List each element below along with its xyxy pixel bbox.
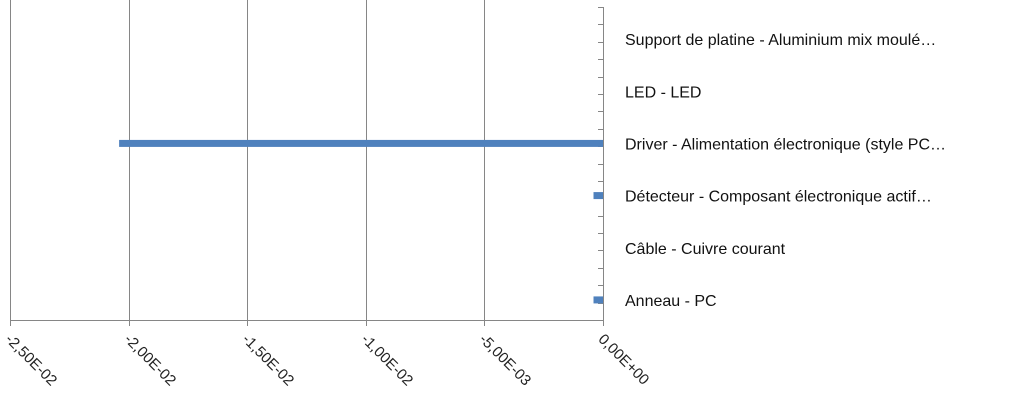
category-label: LED - LED	[625, 84, 701, 101]
labels: -2,50E-02 -2,00E-02 -1,50E-02 -1,00E-02 -5,0…	[2, 32, 946, 389]
bars	[119, 139, 603, 304]
category-label: Détecteur - Composant électronique actif…	[625, 189, 932, 206]
category-label: Anneau - PC	[625, 293, 717, 310]
category-label: Câble - Cuivre courant	[625, 241, 786, 258]
category-label: Support de platine - Aluminium mix moulé…	[625, 32, 936, 49]
x-tick-label: -5,00E-03	[476, 331, 535, 390]
bar	[593, 192, 603, 200]
bar	[119, 139, 603, 147]
axes	[10, 7, 604, 326]
x-tick-label: -1,00E-02	[358, 331, 417, 390]
gridlines	[10, 0, 485, 320]
bar	[593, 296, 603, 304]
x-tick-label: -1,50E-02	[239, 331, 298, 390]
x-tick-label: -2,00E-02	[121, 331, 180, 390]
x-tick-label: -2,50E-02	[2, 331, 61, 390]
category-label: Driver - Alimentation électronique (styl…	[625, 136, 946, 153]
x-tick-label: 0,00E+00	[595, 331, 653, 389]
